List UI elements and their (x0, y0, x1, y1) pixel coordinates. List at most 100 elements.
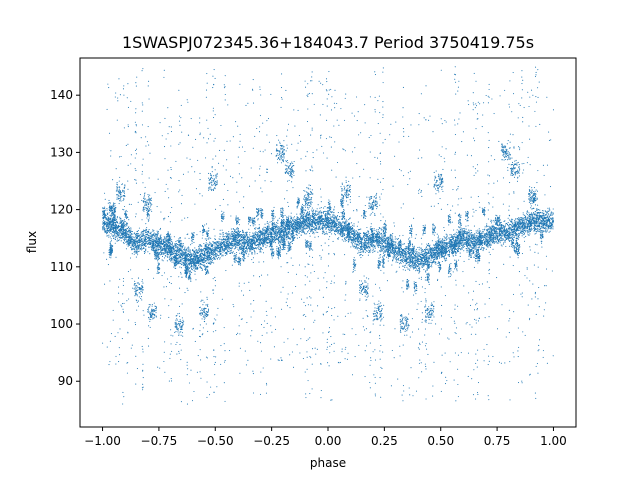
data-point (502, 243, 504, 245)
data-point (357, 252, 359, 254)
data-point (128, 232, 130, 234)
data-point (511, 220, 513, 223)
data-point (408, 262, 410, 264)
data-point (402, 255, 404, 257)
data-point (107, 216, 109, 218)
data-point (477, 231, 479, 233)
data-point (276, 245, 278, 248)
data-point (160, 234, 162, 236)
data-points (102, 66, 554, 405)
data-point (344, 234, 346, 236)
data-point (198, 264, 200, 266)
data-point (156, 248, 158, 250)
data-point (514, 220, 516, 222)
data-point (505, 229, 507, 231)
data-point (350, 238, 352, 240)
data-point (102, 223, 104, 225)
data-point (418, 268, 420, 270)
data-point (130, 227, 132, 229)
data-point (140, 244, 142, 246)
data-point (424, 270, 427, 272)
data-point (465, 228, 467, 230)
data-point (481, 239, 484, 242)
data-point (124, 225, 126, 227)
data-point (192, 255, 194, 257)
data-point (505, 235, 507, 237)
data-point (430, 256, 432, 258)
data-point (273, 241, 275, 243)
data-point (238, 224, 240, 226)
data-point (441, 260, 443, 263)
data-point (321, 233, 323, 235)
data-point (277, 226, 279, 228)
data-point (519, 224, 521, 226)
data-point (231, 233, 233, 235)
data-point (346, 239, 348, 242)
data-point (320, 227, 322, 229)
data-point (419, 263, 421, 265)
data-point (159, 229, 161, 231)
data-point (184, 246, 186, 248)
data-point (148, 229, 150, 231)
data-point (200, 249, 202, 251)
data-point (516, 241, 518, 243)
data-point (459, 229, 461, 231)
data-point (286, 244, 288, 247)
data-point (211, 253, 213, 255)
data-point (379, 233, 381, 235)
data-point (290, 228, 292, 230)
data-point (300, 221, 303, 223)
data-point (423, 269, 425, 271)
data-point (134, 239, 136, 241)
data-point (444, 256, 446, 258)
data-point (482, 246, 484, 249)
data-point (492, 224, 494, 226)
data-point (522, 229, 524, 231)
data-point (145, 241, 148, 243)
data-point (177, 246, 179, 248)
data-point (174, 246, 176, 248)
data-point (493, 219, 495, 222)
data-point (324, 226, 326, 228)
data-point (137, 248, 139, 250)
data-point (461, 248, 463, 250)
data-point (404, 267, 406, 269)
data-point (456, 229, 458, 231)
data-point (323, 226, 325, 228)
data-point (258, 246, 260, 248)
data-point (229, 236, 231, 238)
data-point (256, 246, 258, 248)
data-point (129, 244, 131, 246)
data-point (548, 213, 550, 215)
data-point (393, 241, 396, 243)
data-point (537, 214, 539, 216)
data-point (421, 266, 423, 268)
data-point (268, 232, 270, 234)
data-point (190, 266, 192, 268)
data-point (474, 236, 476, 238)
data-point (293, 220, 296, 223)
data-point (173, 266, 175, 268)
data-point (119, 234, 121, 236)
data-point (213, 262, 215, 264)
data-point (550, 219, 552, 221)
data-point (330, 217, 332, 220)
data-point (342, 222, 344, 224)
data-point (463, 246, 465, 248)
data-point (254, 253, 256, 255)
data-point (253, 249, 255, 251)
data-point (218, 243, 220, 245)
data-point (211, 259, 213, 262)
data-point (480, 246, 483, 248)
data-point (257, 237, 259, 239)
data-point (204, 259, 206, 261)
data-point (135, 251, 137, 253)
data-point (309, 235, 311, 237)
data-point (159, 248, 161, 251)
data-point (299, 213, 301, 215)
data-point (446, 234, 448, 236)
data-point (504, 229, 507, 231)
data-point (265, 241, 267, 243)
data-point (179, 266, 181, 268)
data-point (434, 249, 436, 251)
